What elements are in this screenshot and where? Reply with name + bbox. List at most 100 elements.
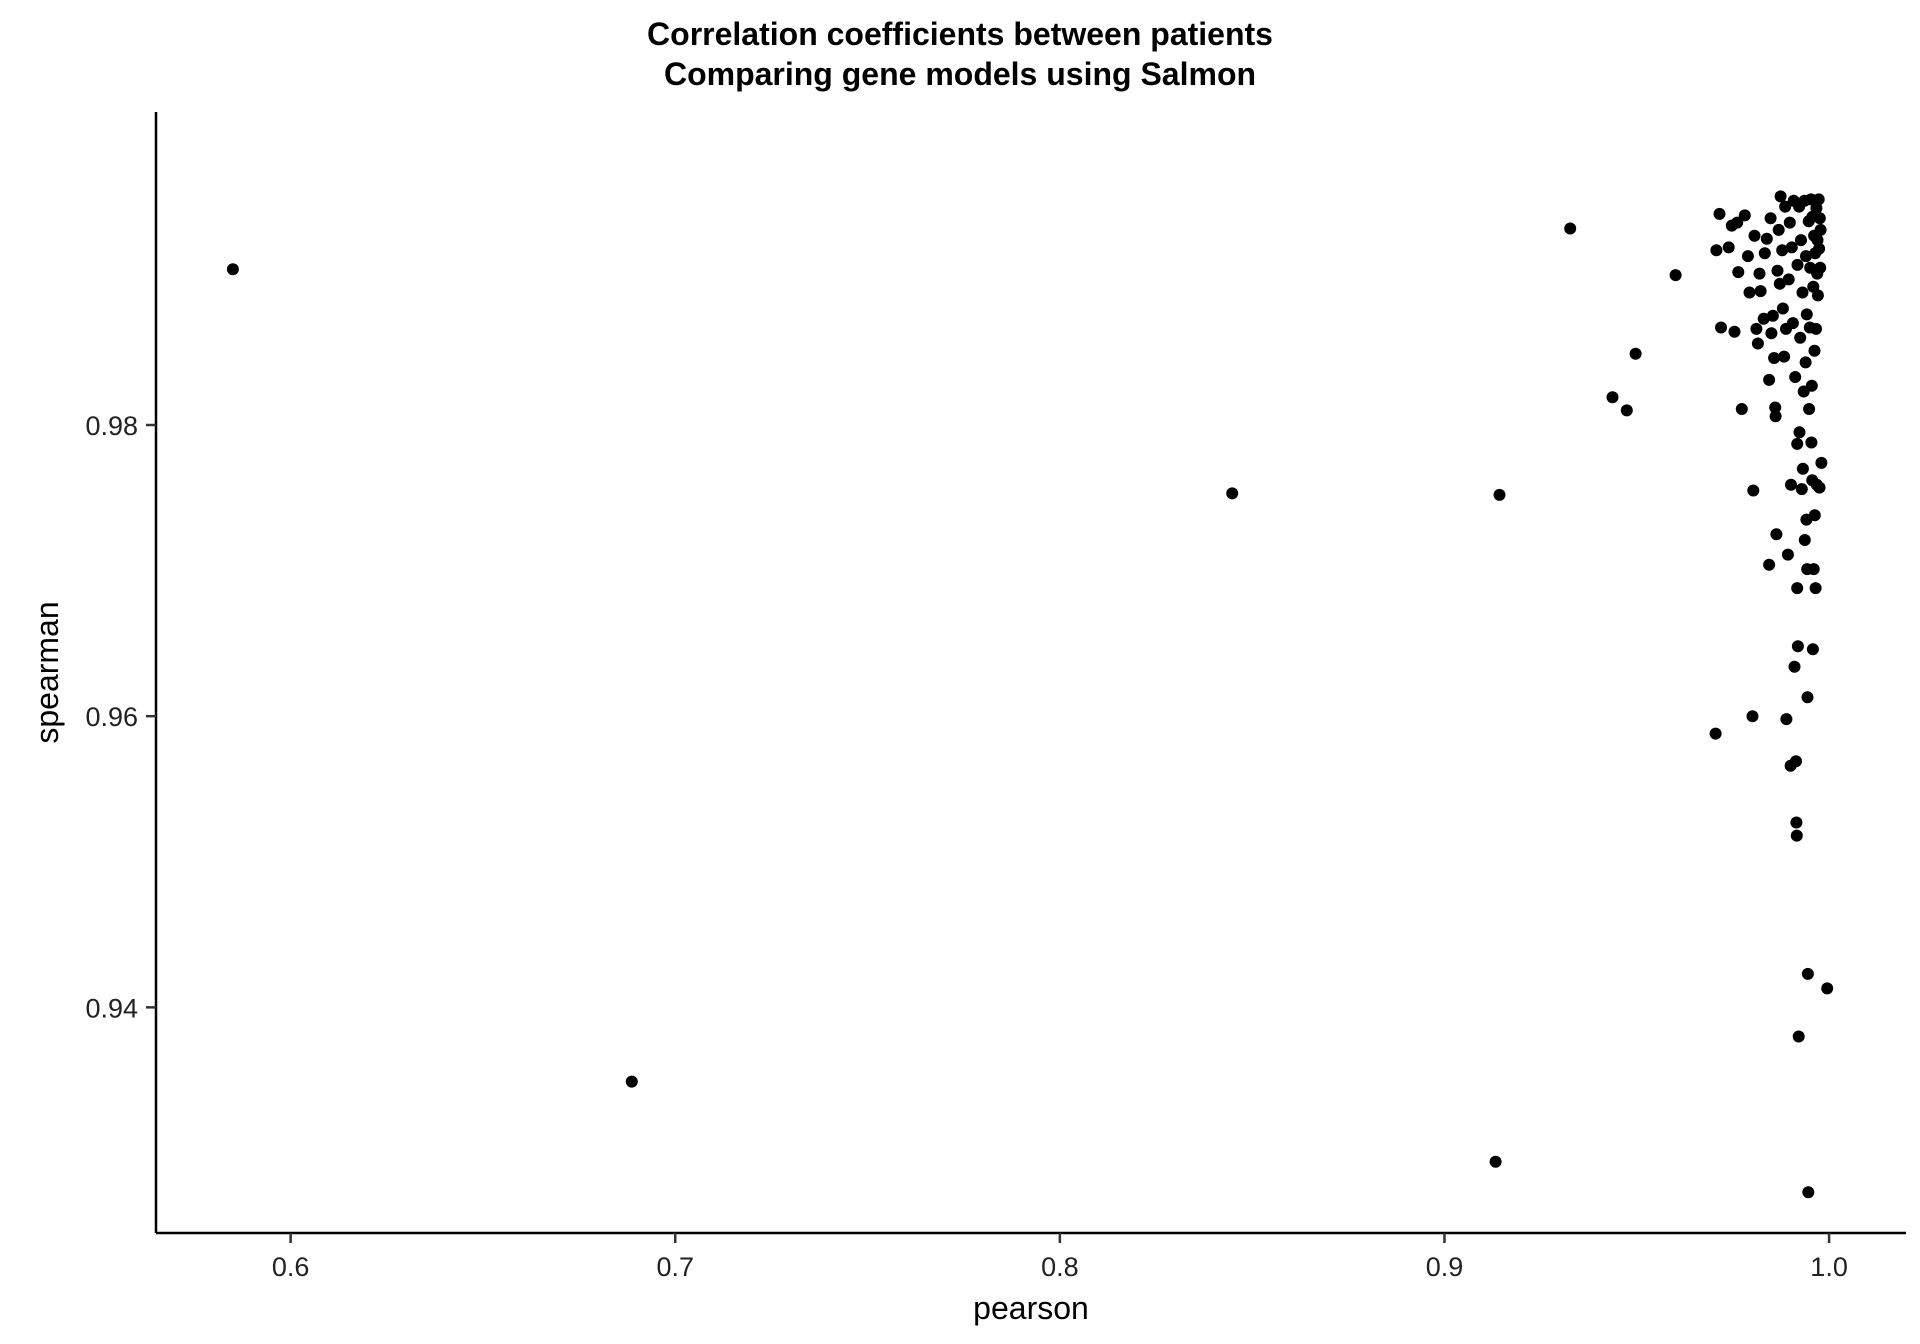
- data-point: [1821, 982, 1834, 995]
- data-point: [1771, 264, 1784, 277]
- data-point: [1774, 190, 1787, 203]
- data-point: [1786, 317, 1799, 330]
- data-point: [1813, 212, 1826, 225]
- data-point: [1788, 660, 1801, 673]
- data-point: [1802, 1186, 1815, 1199]
- data-point: [1780, 713, 1793, 726]
- y-axis-ticks: 0.94 0.96 0.98: [85, 411, 156, 1023]
- data-point: [1791, 258, 1804, 271]
- data-point: [1813, 481, 1826, 494]
- data-point: [1669, 269, 1682, 282]
- data-point: [1731, 216, 1744, 229]
- data-point: [1715, 321, 1727, 334]
- data-point: [1606, 391, 1619, 404]
- y-axis-title: spearman: [29, 601, 65, 743]
- y-tick-label: 0.96: [85, 702, 138, 732]
- data-point: [1800, 250, 1812, 263]
- data-point: [1801, 967, 1814, 980]
- data-point: [1758, 247, 1771, 260]
- chart-title-block: Correlation coefficients between patient…: [0, 14, 1920, 94]
- data-point: [1790, 829, 1803, 842]
- data-point: [1805, 436, 1818, 449]
- data-point: [1813, 242, 1826, 255]
- data-point: [1489, 1155, 1502, 1168]
- data-point: [1754, 285, 1767, 298]
- chart-title: Correlation coefficients between patient…: [647, 16, 1273, 52]
- x-tick-label: 0.7: [656, 1252, 694, 1282]
- data-point: [1790, 816, 1803, 829]
- data-point: [1750, 322, 1763, 335]
- y-tick-label: 0.94: [85, 993, 138, 1023]
- data-point: [1776, 302, 1789, 315]
- data-point: [1794, 331, 1807, 344]
- data-point: [1746, 710, 1759, 723]
- data-point: [1738, 209, 1751, 222]
- data-point: [1772, 223, 1785, 236]
- data-point: [1796, 286, 1809, 299]
- data-point: [1722, 241, 1735, 254]
- x-tick-label: 0.9: [1426, 1252, 1464, 1282]
- data-point: [1811, 289, 1824, 302]
- data-point: [1710, 244, 1723, 257]
- x-axis-title: pearson: [973, 1290, 1089, 1326]
- data-point: [1747, 484, 1760, 497]
- data-point: [1799, 356, 1812, 369]
- data-point: [1810, 322, 1822, 335]
- data-point: [1768, 352, 1781, 364]
- x-tick-label: 0.8: [1041, 1252, 1079, 1282]
- data-point: [1763, 558, 1776, 571]
- data-point: [1796, 462, 1809, 475]
- data-point: [1789, 371, 1802, 383]
- data-point: [1728, 325, 1741, 338]
- chart-subtitle: Comparing gene models using Salmon: [663, 56, 1257, 92]
- data-point: [1803, 403, 1816, 415]
- x-tick-label: 0.6: [272, 1252, 310, 1282]
- data-point: [1795, 234, 1807, 247]
- data-point: [1783, 216, 1796, 229]
- data-point: [1790, 755, 1802, 768]
- data-point: [1620, 404, 1633, 417]
- data-point: [1792, 1030, 1805, 1043]
- y-tick-label: 0.98: [85, 411, 138, 441]
- data-point: [1801, 691, 1814, 704]
- data-point: [1735, 403, 1748, 415]
- data-point: [1743, 286, 1756, 299]
- data-point: [1773, 277, 1786, 290]
- data-point: [1748, 229, 1761, 242]
- data-point: [1807, 563, 1820, 576]
- x-tick-label: 1.0: [1810, 1252, 1848, 1282]
- data-point: [625, 1075, 638, 1088]
- data-point: [1798, 534, 1811, 546]
- data-point: [1769, 401, 1782, 414]
- data-point: [226, 263, 239, 276]
- data-point: [1785, 478, 1797, 491]
- data-point: [1769, 410, 1782, 423]
- data-point: [1226, 487, 1239, 500]
- data-point: [1812, 193, 1825, 206]
- data-point: [1782, 273, 1795, 286]
- data-point: [1805, 379, 1818, 392]
- data-point: [1757, 312, 1770, 325]
- data-point: [1763, 373, 1776, 386]
- points-layer: [226, 190, 1834, 1199]
- data-point: [1564, 222, 1577, 235]
- data-point: [1781, 548, 1794, 561]
- data-point: [1751, 337, 1764, 350]
- data-point: [1493, 488, 1506, 501]
- data-point: [1793, 426, 1806, 439]
- data-point: [1753, 267, 1766, 280]
- data-point: [1629, 347, 1642, 360]
- data-point: [1815, 456, 1828, 469]
- data-point: [1785, 241, 1798, 254]
- data-point: [1766, 309, 1779, 322]
- data-point: [1764, 212, 1777, 225]
- data-point: [1795, 483, 1808, 496]
- data-point: [1741, 250, 1754, 263]
- data-point: [1770, 528, 1783, 541]
- data-point: [1806, 643, 1819, 656]
- x-axis-ticks: 0.6 0.7 0.8 0.9 1.0: [272, 1233, 1848, 1282]
- data-point: [1779, 200, 1792, 213]
- data-point: [1814, 261, 1827, 274]
- data-point: [1808, 344, 1821, 357]
